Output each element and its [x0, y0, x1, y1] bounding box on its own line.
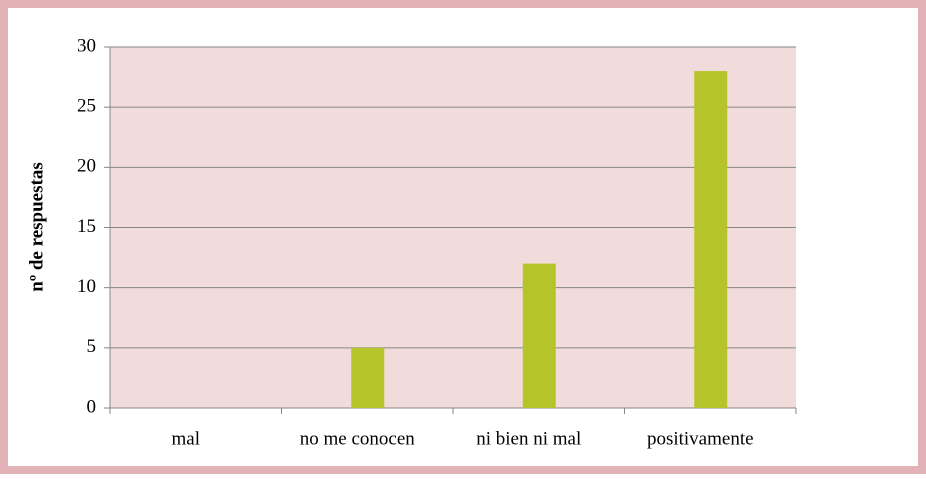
y-tick-label: 15: [77, 216, 96, 237]
x-tick-label: positivamente: [647, 428, 754, 449]
y-tick-label: 25: [77, 96, 96, 117]
y-tick-label: 0: [87, 396, 97, 417]
y-tick-label: 5: [87, 336, 97, 357]
y-tick-label: 20: [77, 156, 96, 177]
y-tick-label: 30: [77, 35, 96, 56]
x-tick-label: no me conocen: [300, 428, 416, 449]
y-tick-label: 10: [77, 276, 96, 297]
x-tick-label: mal: [172, 428, 201, 449]
x-tick-label: ni bien ni mal: [476, 428, 581, 449]
y-axis-label: nº de respuestas: [26, 162, 47, 291]
bar: [351, 347, 385, 408]
bar: [694, 71, 728, 409]
bar: [522, 263, 556, 408]
